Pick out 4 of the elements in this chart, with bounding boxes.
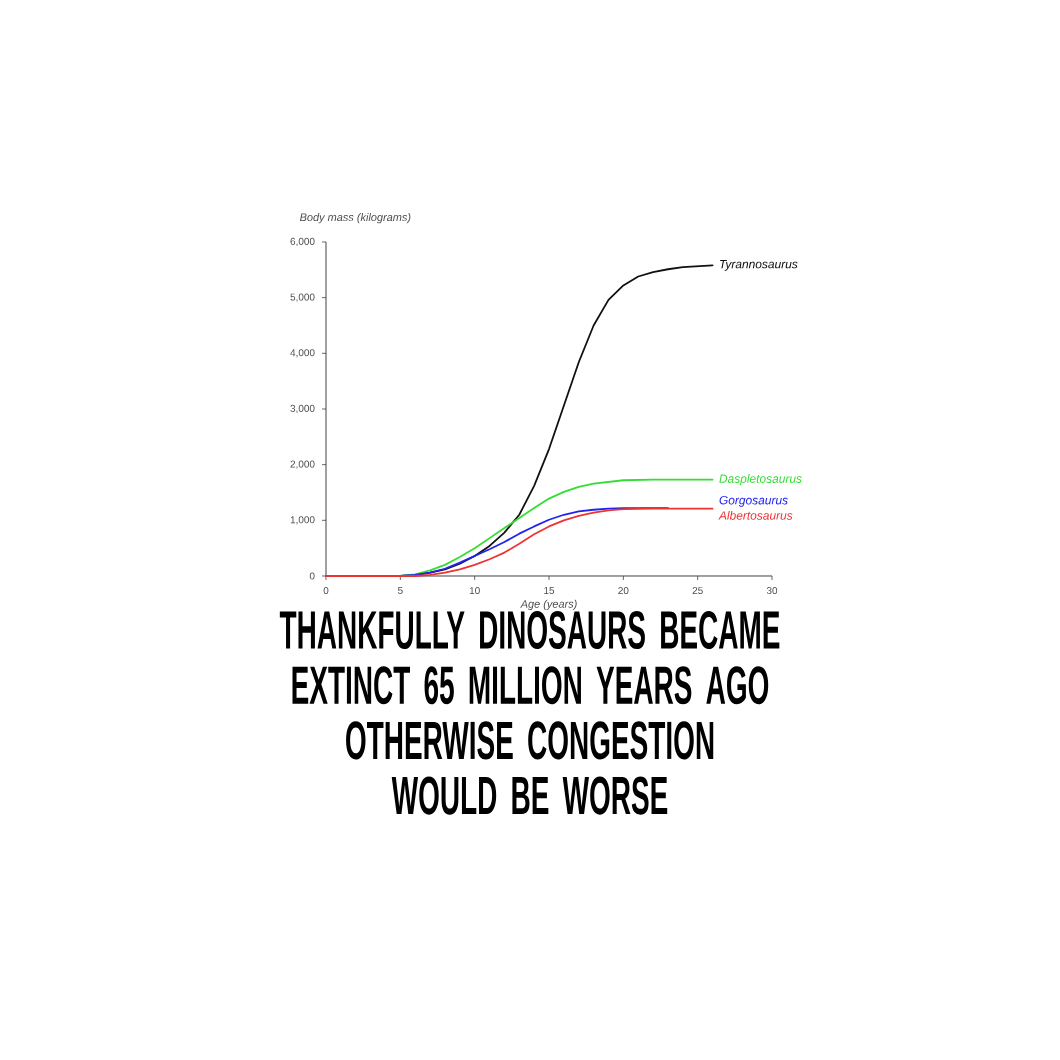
- text: EXTINCT 65 MILLION YEARS AGO: [292, 666, 769, 705]
- text: WOULD BE WORSE: [391, 776, 668, 815]
- text: OTHERWISE CONGESTION: [346, 721, 714, 760]
- text: THANKFULLY DINOSAURS BECAME: [279, 610, 780, 650]
